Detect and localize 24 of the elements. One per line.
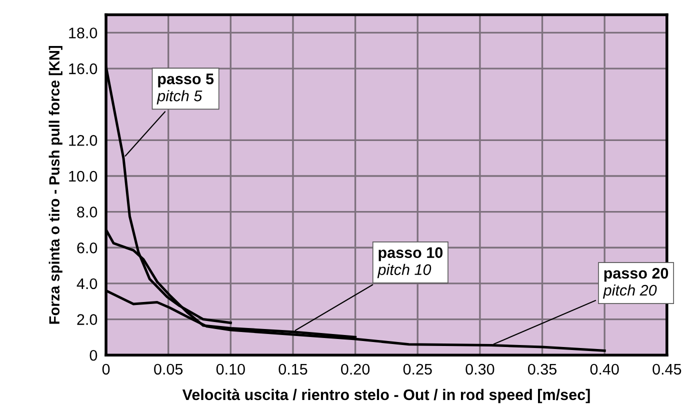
y-tick-label: 4.0 [76,278,98,290]
annotation: passo 5 pitch 5 [156,74,214,104]
y-tick-label: 10.0 [69,170,98,182]
x-tick-label: 0.25 [403,364,432,375]
x-tick-label: 0.45 [652,364,682,375]
y-axis-title: Forza spinta o tiro - Push pull force [KN] [48,46,62,324]
x-tick-label: 0.30 [466,364,494,375]
x-tick-label: 0.10 [216,364,245,375]
x-tick-label: 0.40 [590,364,619,375]
y-tick-label: 2.0 [77,314,98,325]
y-tick-label: 6.0 [77,242,98,254]
y-tick-label: 0 [90,350,98,361]
x-axis-title: Velocità uscita / rientro stelo - Out / in rod speed [m/sec] [182,388,590,404]
y-tick-label: 18.0 [69,28,98,38]
annotation: passo 20 pitch 20 [602,268,668,299]
x-tick-label: 0.20 [341,364,370,375]
annotation: passo 10 pitch 10 [377,247,442,278]
x-tick-label: 0 [102,364,110,375]
y-tick-label: 16.0 [69,63,98,74]
x-tick-label: 0.05 [154,364,183,375]
x-tick-label: 0.35 [528,364,556,375]
y-tick-label: 8.0 [77,206,98,218]
x-tick-label: 0.15 [278,364,308,375]
y-tick-label: 12.0 [69,135,98,146]
